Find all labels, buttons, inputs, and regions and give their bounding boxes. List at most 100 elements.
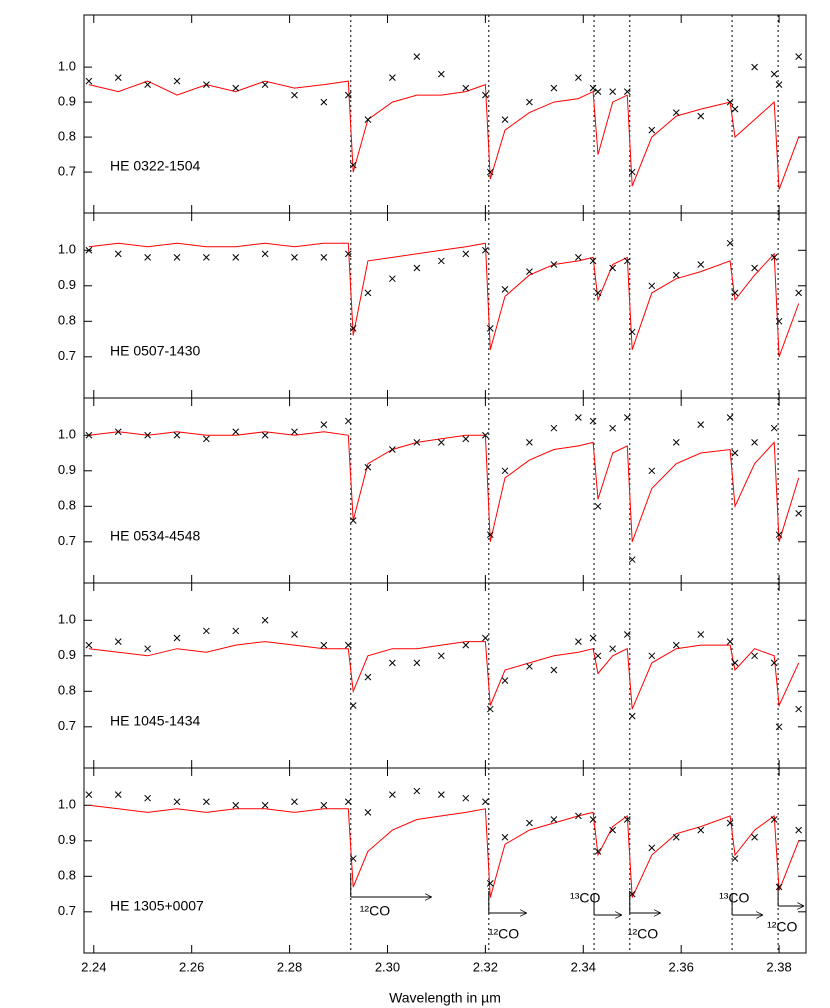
observed-point (609, 424, 617, 432)
observed-point (203, 627, 210, 635)
x-tick-label: 2.38 (766, 959, 791, 974)
observed-point (526, 268, 533, 275)
observed-point (389, 446, 396, 453)
observed-point (486, 880, 494, 887)
observed-point (482, 431, 489, 439)
observed-point (85, 77, 93, 85)
observed-point (795, 53, 803, 60)
annotation-label: ¹²CO (767, 919, 797, 935)
observed-point (501, 116, 509, 123)
observed-point (501, 833, 509, 841)
observed-point (291, 631, 298, 638)
observed-point (482, 634, 489, 642)
x-tick-label: 2.30 (375, 959, 400, 974)
observed-point (550, 816, 558, 823)
observed-point (291, 91, 298, 99)
observed-point (697, 631, 705, 638)
observed-point (697, 421, 705, 428)
observed-point (648, 282, 656, 290)
x-tick-label: 2.26 (179, 959, 204, 974)
x-tick-label: 2.32 (473, 959, 498, 974)
model-line (88, 804, 800, 898)
observed-point (609, 88, 617, 95)
y-tick-label: 0.8 (58, 868, 76, 883)
observed-point (726, 239, 734, 247)
star-label: HE 0507-1430 (110, 343, 201, 359)
observed-point (486, 168, 494, 176)
model-line (88, 80, 800, 190)
observed-point (751, 63, 758, 71)
observed-point (482, 91, 489, 99)
y-tick-label: 1.0 (58, 612, 76, 627)
observed-point (726, 819, 734, 827)
star-label: HE 1305+0007 (110, 898, 204, 914)
observed-point (364, 463, 372, 471)
observed-point (144, 81, 151, 88)
observed-point (726, 638, 734, 645)
panel-frame (83, 212, 807, 399)
y-tick-label: 0.7 (58, 718, 76, 733)
observed-point (144, 254, 151, 261)
observed-point (594, 289, 602, 297)
observed-point (486, 531, 494, 539)
observed-point (261, 616, 269, 624)
observed-point (628, 328, 636, 336)
y-tick-label: 0.9 (58, 832, 76, 847)
observed-point (589, 634, 597, 642)
observed-point (648, 844, 656, 852)
observed-point (775, 723, 783, 731)
panel-frame (83, 767, 807, 954)
observed-point (349, 161, 357, 169)
observed-point (770, 254, 778, 261)
observed-point (349, 517, 357, 524)
observed-point (437, 257, 445, 265)
observed-point (203, 254, 210, 261)
observed-point (628, 712, 636, 720)
observed-point (437, 791, 445, 798)
observed-point (609, 645, 617, 653)
observed-point (232, 254, 240, 261)
y-tick-label: 0.9 (58, 647, 76, 662)
observed-point (389, 74, 396, 81)
observed-point (462, 250, 470, 258)
observed-point (144, 431, 151, 439)
x-tick-label: 2.36 (669, 959, 694, 974)
annotation-label: ¹³CO (719, 890, 749, 906)
observed-point (344, 250, 352, 258)
observed-point (482, 798, 489, 806)
observed-point (501, 285, 509, 293)
observed-point (349, 855, 357, 862)
y-tick-label: 0.8 (58, 683, 76, 698)
observed-point (731, 855, 739, 862)
observed-point (413, 439, 421, 446)
observed-point (291, 254, 298, 261)
observed-point (413, 659, 421, 667)
observed-point (349, 702, 357, 709)
observed-point (775, 883, 783, 891)
observed-point (550, 666, 558, 674)
y-tick-label: 0.8 (58, 313, 76, 328)
x-tick-label: 2.24 (81, 959, 106, 974)
observed-point (232, 84, 240, 92)
observed-point (623, 631, 631, 638)
observed-point (795, 826, 803, 834)
observed-point (751, 652, 758, 660)
observed-point (320, 254, 328, 261)
observed-point (85, 246, 93, 254)
observed-point (291, 428, 298, 436)
observed-point (609, 264, 617, 272)
observed-point (462, 84, 470, 92)
observed-point (364, 116, 372, 123)
observed-point (232, 801, 240, 809)
observed-point (261, 431, 269, 439)
observed-point (291, 798, 298, 806)
observed-point (550, 261, 558, 268)
observed-point (114, 791, 122, 798)
observed-point (623, 257, 631, 265)
observed-point (320, 98, 328, 106)
observed-point (144, 645, 151, 653)
observed-point (364, 673, 372, 681)
observed-point (501, 677, 509, 685)
observed-point (672, 271, 680, 279)
y-tick-label: 0.7 (58, 533, 76, 548)
